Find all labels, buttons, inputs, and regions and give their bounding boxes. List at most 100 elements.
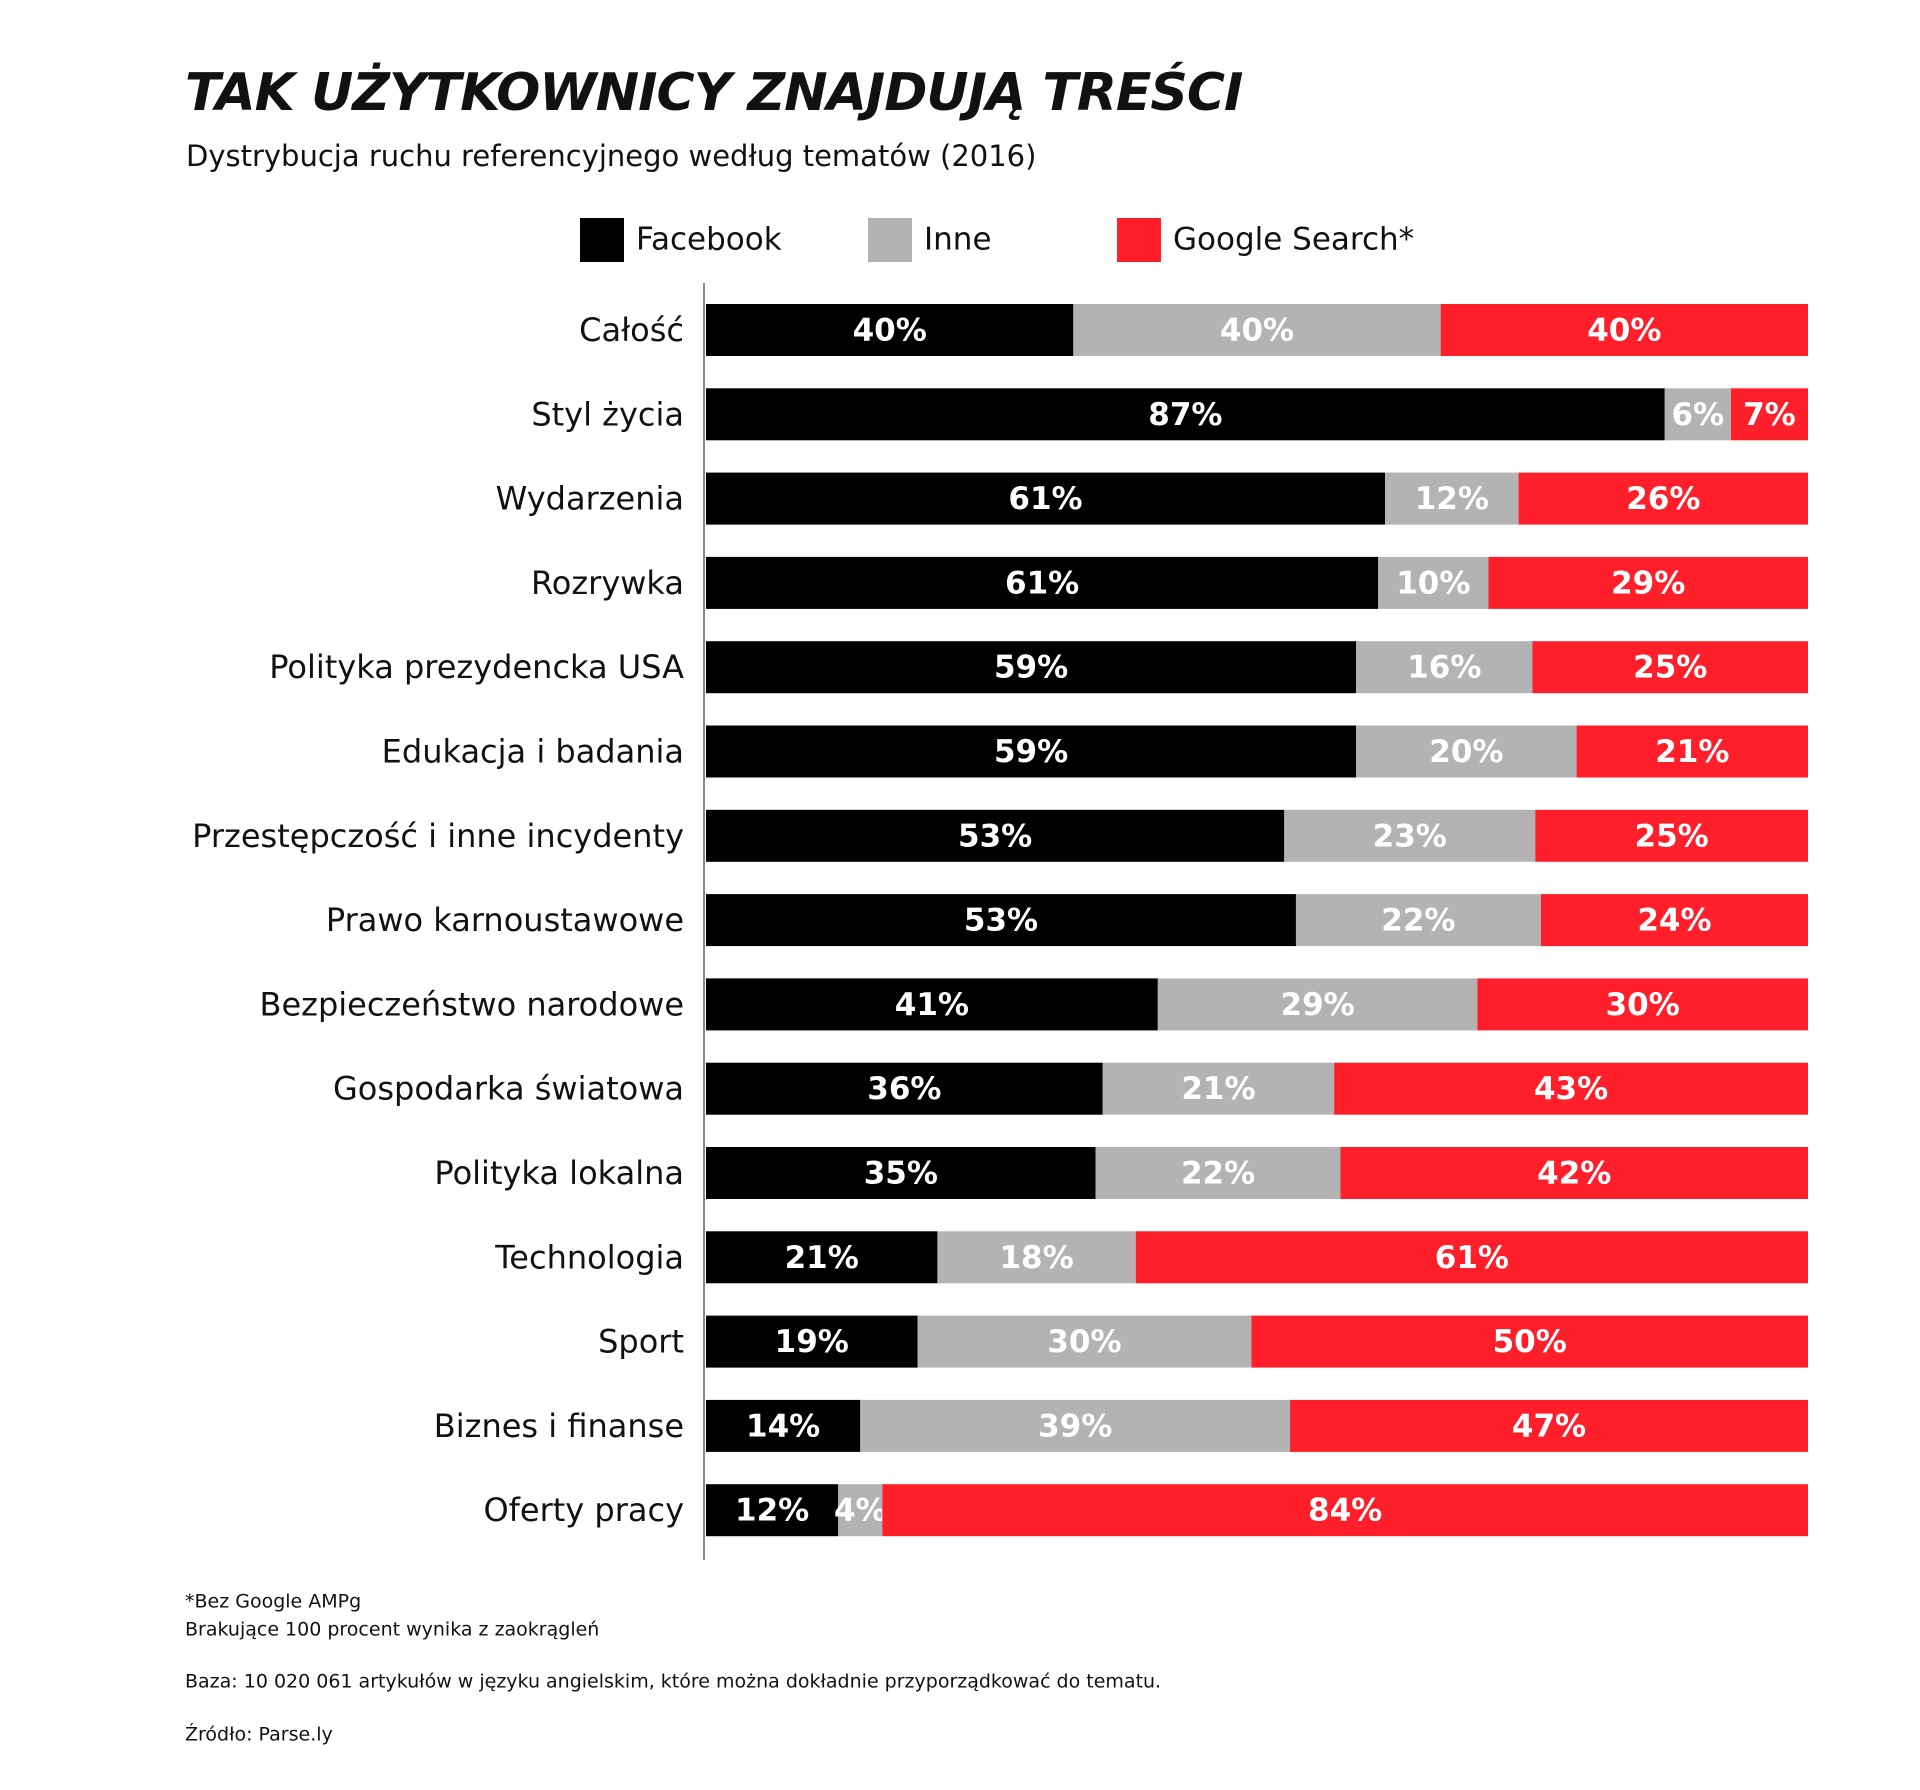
value-label: 29% [1611, 565, 1685, 601]
value-label: 40% [1587, 313, 1661, 349]
bar-segment [706, 472, 1386, 525]
value-label: 22% [1381, 903, 1455, 939]
category-label: Prawo karnoustawowe [326, 901, 684, 939]
bar-segment [1290, 1399, 1808, 1452]
value-label: 36% [867, 1071, 941, 1107]
value-label: 59% [994, 650, 1068, 686]
category-label: Biznes i finanse [434, 1407, 684, 1445]
legend-label: Google Search* [1173, 222, 1414, 258]
legend-swatch [580, 218, 624, 262]
bar-segment [1540, 894, 1808, 947]
category-label: Wydarzenia [496, 480, 684, 518]
bar-segment [706, 388, 1665, 441]
category-label: Gospodarka światowa [333, 1070, 684, 1108]
bar-segment [706, 1147, 1096, 1199]
value-label: 16% [1407, 650, 1481, 686]
bar-segment [706, 978, 1158, 1031]
value-label: 43% [1534, 1071, 1608, 1107]
bar-segment [706, 1231, 938, 1284]
value-label: 59% [994, 734, 1068, 770]
value-label: 50% [1493, 1324, 1567, 1360]
footnote: Brakujące 100 procent wynika z zaokrągle… [185, 1619, 599, 1641]
bar-segment [1073, 304, 1441, 356]
value-label: 18% [999, 1240, 1073, 1276]
value-label: 53% [964, 903, 1038, 939]
category-label: Sport [598, 1323, 684, 1361]
value-label: 25% [1633, 650, 1707, 686]
bar-segment [1440, 304, 1808, 356]
category-label: Rozrywka [531, 564, 684, 602]
value-label: 25% [1635, 818, 1709, 854]
bar-segment [706, 304, 1074, 356]
value-label: 19% [775, 1324, 849, 1360]
bar-segment [706, 556, 1379, 609]
value-label: 30% [1047, 1324, 1121, 1360]
category-label: Edukacja i badania [382, 733, 684, 771]
value-label: 42% [1537, 1156, 1611, 1192]
bar-segment [1378, 556, 1489, 609]
value-label: 47% [1512, 1408, 1586, 1444]
category-label: Polityka lokalna [434, 1154, 684, 1192]
bar-segment [1532, 641, 1808, 694]
bar-segment [1385, 472, 1519, 525]
bar-segment [1334, 1062, 1808, 1115]
bar-segment [1157, 978, 1478, 1031]
bar-segment [1518, 472, 1808, 525]
value-label: 24% [1637, 903, 1711, 939]
bar-segment [1477, 978, 1808, 1031]
bar-segment [860, 1399, 1291, 1452]
footnote: Baza: 10 020 061 artykułów w języku angi… [185, 1671, 1161, 1693]
value-label: 12% [1415, 481, 1489, 517]
category-label: Technologia [494, 1238, 684, 1276]
bar-segment [1488, 556, 1808, 609]
value-label: 7% [1743, 397, 1796, 433]
bar-segment [706, 1062, 1103, 1115]
bar-segment [838, 1484, 883, 1537]
bar-segment [706, 809, 1285, 862]
value-label: 30% [1606, 987, 1680, 1023]
bar-segment [1356, 725, 1577, 778]
bar-segment [1284, 809, 1536, 862]
bar-segment [882, 1484, 1808, 1537]
bar-segment [706, 894, 1296, 947]
value-label: 26% [1626, 481, 1700, 517]
value-label: 84% [1308, 1493, 1382, 1529]
value-label: 29% [1281, 987, 1355, 1023]
footnote: Źródło: Parse.ly [185, 1723, 333, 1746]
value-label: 23% [1373, 818, 1447, 854]
bar-segment [917, 1315, 1252, 1368]
value-label: 14% [746, 1408, 820, 1444]
legend-label: Inne [924, 222, 992, 258]
category-label: Przestępczość i inne incydenty [192, 817, 684, 855]
bar-segment [1576, 725, 1808, 778]
bar-segment [1356, 641, 1533, 694]
chart-subtitle: Dystrybucja ruchu referencyjnego według … [186, 139, 1036, 173]
bar-segment [1664, 388, 1731, 441]
chart-title: TAK UŻYTKOWNICY ZNAJDUJĄ TREŚCI [185, 61, 1243, 123]
bar-segment [1135, 1231, 1808, 1284]
value-label: 21% [785, 1240, 859, 1276]
category-label: Oferty pracy [483, 1491, 684, 1529]
value-label: 35% [864, 1156, 938, 1192]
value-label: 21% [1655, 734, 1729, 770]
value-label: 41% [895, 987, 969, 1023]
bar-segment [706, 725, 1357, 778]
value-label: 20% [1429, 734, 1503, 770]
category-label: Całość [579, 311, 684, 349]
value-label: 4% [834, 1493, 887, 1529]
value-label: 53% [958, 818, 1032, 854]
category-label: Polityka prezydencka USA [269, 648, 684, 686]
bar-segment [706, 641, 1357, 694]
bar-segment [706, 1315, 918, 1368]
bar-segment [1730, 388, 1808, 441]
value-label: 87% [1148, 397, 1222, 433]
value-label: 61% [1005, 565, 1079, 601]
value-label: 39% [1038, 1408, 1112, 1444]
value-label: 21% [1181, 1071, 1255, 1107]
bar-segment [1340, 1147, 1808, 1199]
value-label: 61% [1435, 1240, 1509, 1276]
value-label: 22% [1181, 1156, 1255, 1192]
legend-swatch [1117, 218, 1161, 262]
legend-swatch [868, 218, 912, 262]
